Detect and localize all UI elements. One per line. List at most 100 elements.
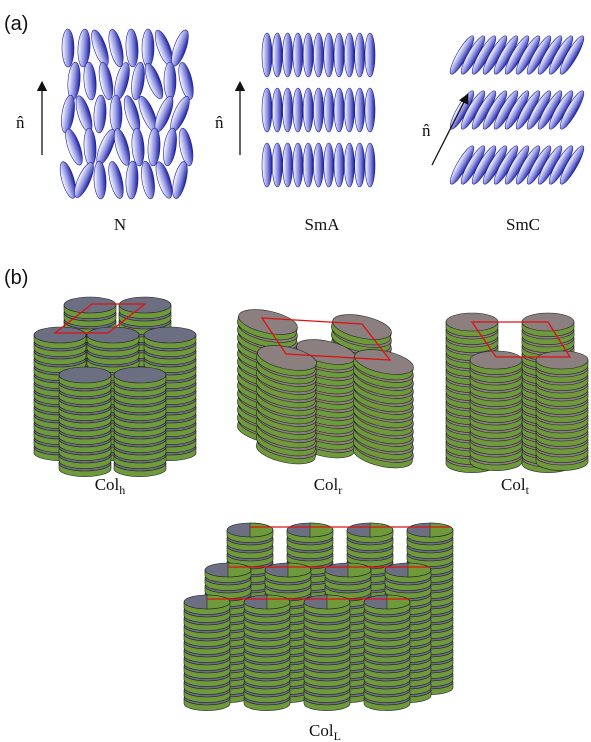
molecule	[262, 33, 272, 77]
molecule	[324, 33, 334, 77]
molecule	[344, 143, 354, 187]
molecule	[293, 33, 303, 77]
molecule	[161, 127, 179, 166]
disk	[87, 327, 139, 349]
disk	[536, 351, 588, 375]
molecule	[111, 127, 133, 167]
disk	[287, 523, 333, 543]
molecule	[142, 29, 154, 67]
phase-label: SmA	[305, 215, 341, 234]
molecule	[77, 29, 91, 68]
molecule	[314, 143, 324, 187]
phase-label: N	[114, 215, 126, 234]
disk	[347, 523, 393, 543]
molecule	[324, 88, 334, 132]
molecule	[88, 28, 112, 68]
molecule	[365, 143, 375, 187]
molecule	[62, 127, 86, 167]
disk-part	[119, 297, 171, 313]
disk	[304, 595, 350, 615]
disk	[114, 367, 166, 389]
disk	[470, 351, 522, 375]
molecule	[131, 128, 146, 167]
molecule	[365, 88, 375, 132]
molecule	[355, 88, 365, 132]
molecule	[97, 61, 116, 101]
panel-label: (b)	[4, 267, 28, 289]
molecule	[293, 88, 303, 132]
molecule	[93, 95, 107, 134]
molecule	[334, 88, 344, 132]
director-label: n̂	[215, 113, 224, 132]
molecule	[83, 62, 98, 101]
label-base: Col	[314, 475, 339, 494]
molecule	[283, 33, 293, 77]
disk	[144, 327, 196, 349]
molecule	[62, 29, 74, 67]
molecule	[324, 143, 334, 187]
label-base: Col	[309, 721, 334, 740]
molecule	[106, 160, 126, 200]
disk	[119, 297, 171, 319]
label-base: Col	[501, 475, 526, 494]
director-label: n̂	[422, 121, 431, 140]
molecule	[334, 143, 344, 187]
disk	[385, 563, 431, 583]
panel-label: (a)	[4, 13, 28, 35]
disk	[446, 313, 498, 337]
disk	[522, 313, 574, 337]
molecule	[303, 143, 313, 187]
molecule	[355, 33, 365, 77]
disk	[407, 523, 453, 543]
molecule	[176, 61, 196, 101]
molecule	[303, 33, 313, 77]
molecule	[365, 33, 375, 77]
molecule	[170, 160, 191, 200]
disk-part	[114, 367, 166, 383]
molecule	[262, 88, 272, 132]
molecule	[125, 29, 139, 68]
label-sub: t	[526, 483, 530, 497]
disk	[244, 595, 290, 615]
molecule	[71, 160, 98, 200]
phase-label: Colr	[314, 475, 343, 497]
molecule	[106, 28, 126, 68]
molecule	[129, 61, 146, 100]
molecule	[334, 33, 344, 77]
label-sub: r	[338, 483, 342, 497]
molecule	[272, 88, 282, 132]
disk-part	[59, 367, 111, 383]
label-base: Col	[95, 475, 120, 494]
molecule	[272, 143, 282, 187]
disk	[59, 367, 111, 389]
phase-label: Colh	[95, 475, 126, 497]
figure: (a) (b) n̂ n̂ n̂ N SmA SmC Colh Colr Col…	[0, 0, 591, 742]
molecule	[125, 161, 139, 199]
molecule	[168, 28, 192, 68]
disk	[364, 595, 410, 615]
phase-label: SmC	[506, 215, 540, 234]
disk	[205, 563, 251, 583]
disk	[265, 563, 311, 583]
molecule	[293, 143, 303, 187]
molecule	[344, 33, 354, 77]
disk	[184, 595, 230, 615]
molecule	[164, 62, 176, 100]
molecule	[110, 95, 122, 133]
molecule	[303, 88, 313, 132]
molecule	[139, 160, 156, 199]
molecule	[355, 143, 365, 187]
molecule	[283, 143, 293, 187]
molecule	[262, 143, 272, 187]
disk-part	[536, 351, 588, 369]
disk	[227, 523, 273, 543]
molecule	[176, 127, 195, 167]
disk	[64, 297, 116, 319]
molecule	[59, 94, 77, 133]
molecule	[112, 61, 133, 101]
disk	[34, 327, 86, 349]
molecule	[67, 62, 82, 101]
molecule	[93, 161, 107, 200]
disk-part	[470, 351, 522, 369]
molecule	[153, 160, 176, 200]
